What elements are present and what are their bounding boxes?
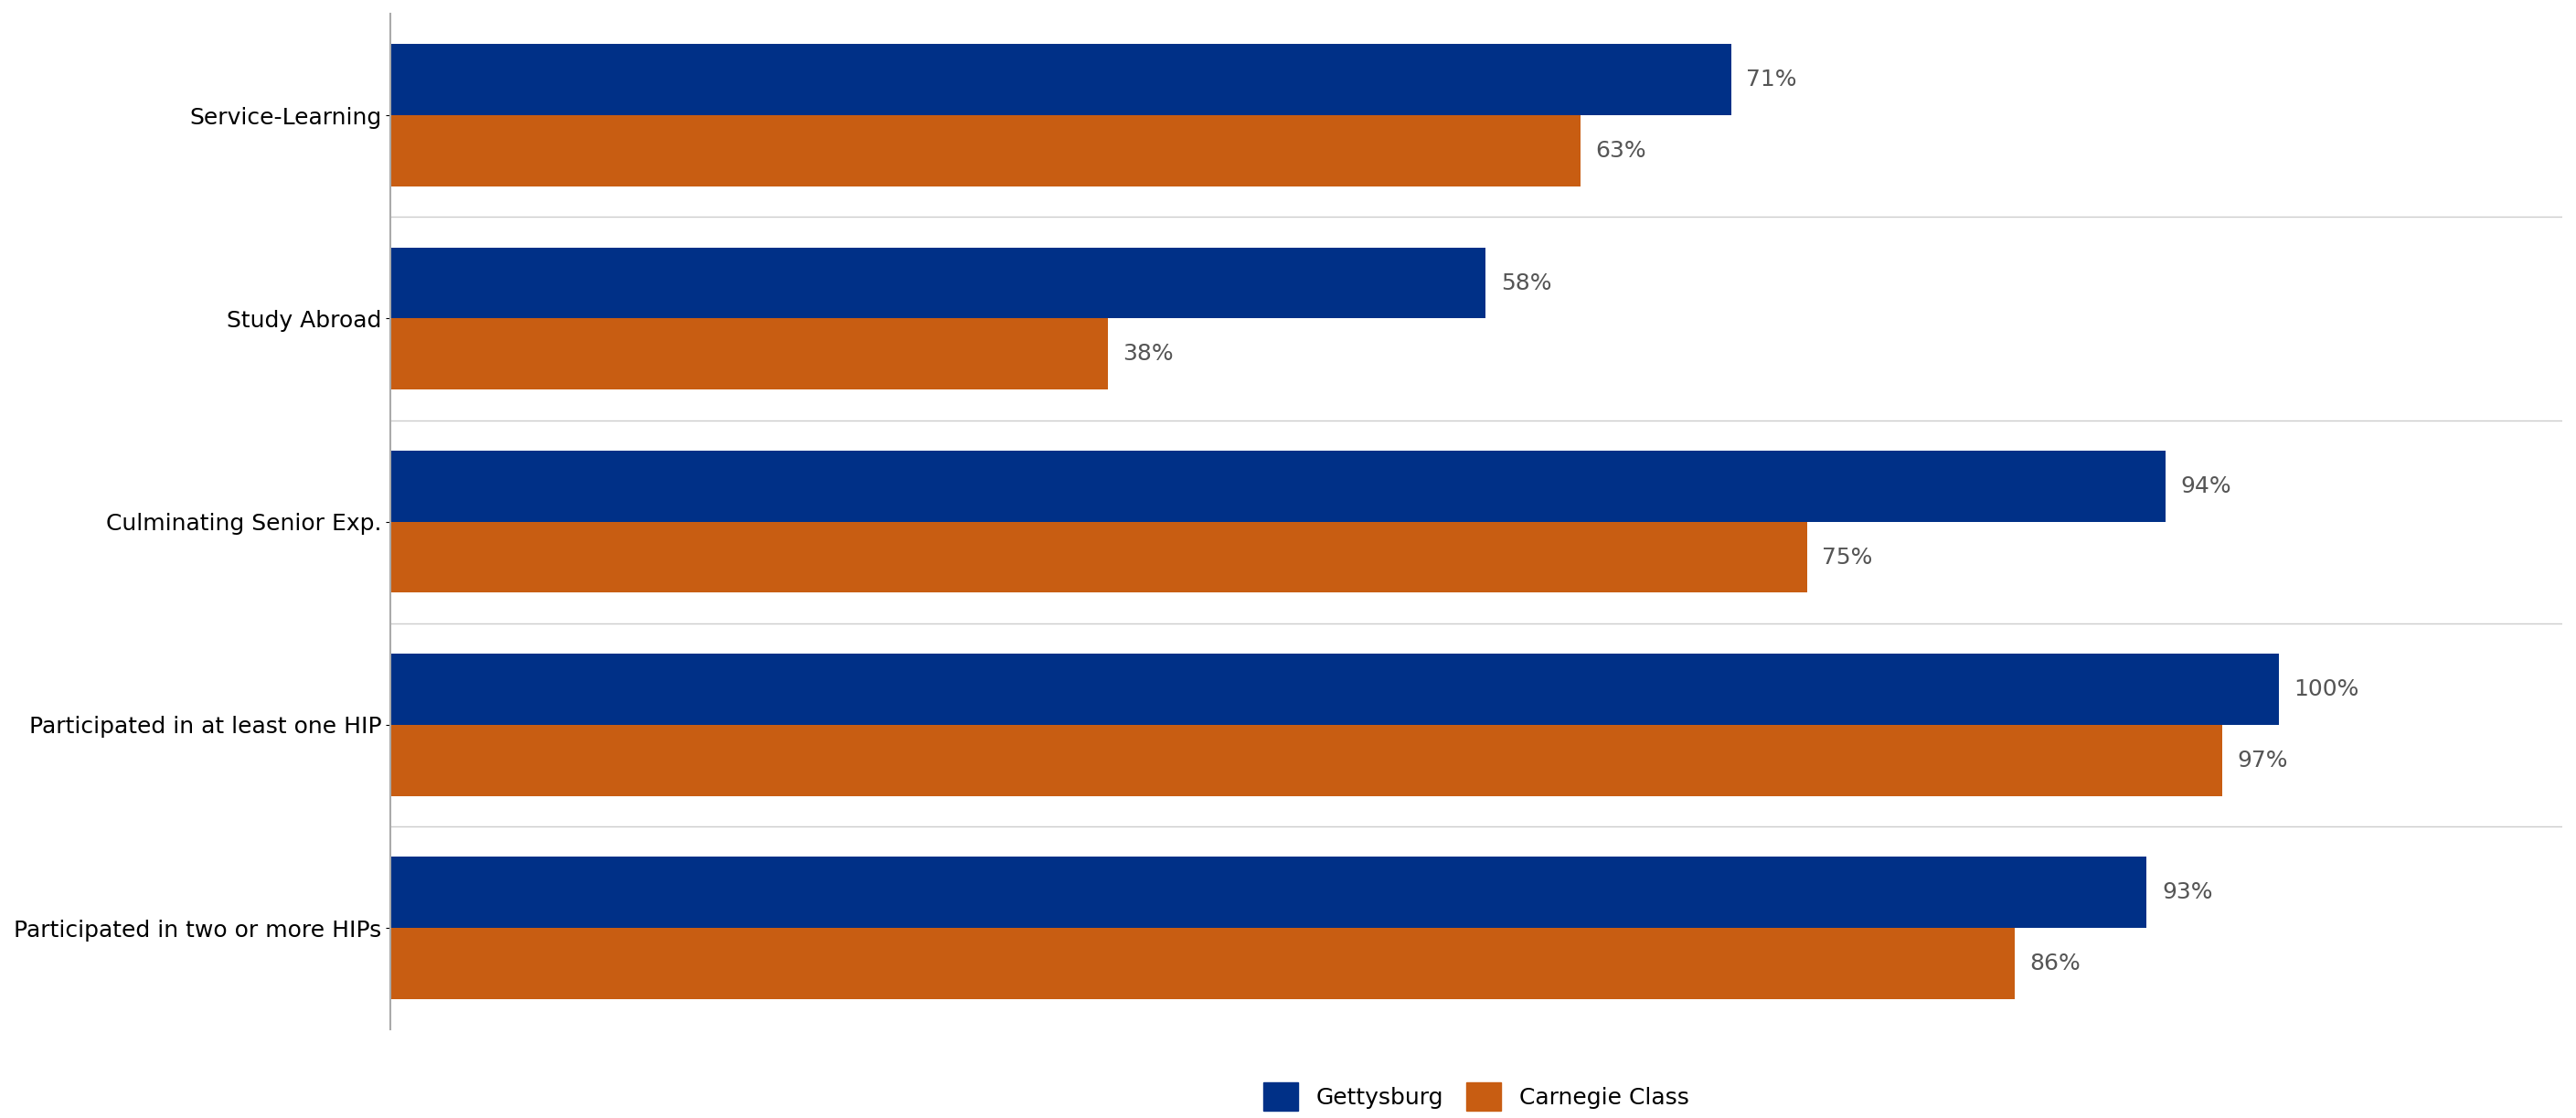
Bar — [392, 45, 1731, 115]
Bar — [392, 856, 2146, 928]
Bar — [392, 319, 1108, 389]
Text: 58%: 58% — [1502, 272, 1551, 294]
Bar — [392, 451, 2166, 522]
Text: 63%: 63% — [1595, 140, 1646, 162]
Text: 75%: 75% — [1821, 547, 1873, 568]
Text: 86%: 86% — [2030, 953, 2081, 975]
Text: 100%: 100% — [2295, 679, 2360, 700]
Bar — [392, 724, 2223, 796]
Bar — [392, 654, 2280, 724]
Legend: Gettysburg, Carnegie Class: Gettysburg, Carnegie Class — [1255, 1073, 1698, 1118]
Bar — [392, 928, 2014, 999]
Bar — [392, 522, 1806, 593]
Bar — [392, 247, 1486, 319]
Text: 97%: 97% — [2239, 749, 2287, 771]
Text: 38%: 38% — [1123, 343, 1175, 364]
Text: 94%: 94% — [2182, 475, 2231, 498]
Bar — [392, 115, 1579, 187]
Text: 93%: 93% — [2161, 881, 2213, 903]
Text: 71%: 71% — [1747, 69, 1798, 91]
